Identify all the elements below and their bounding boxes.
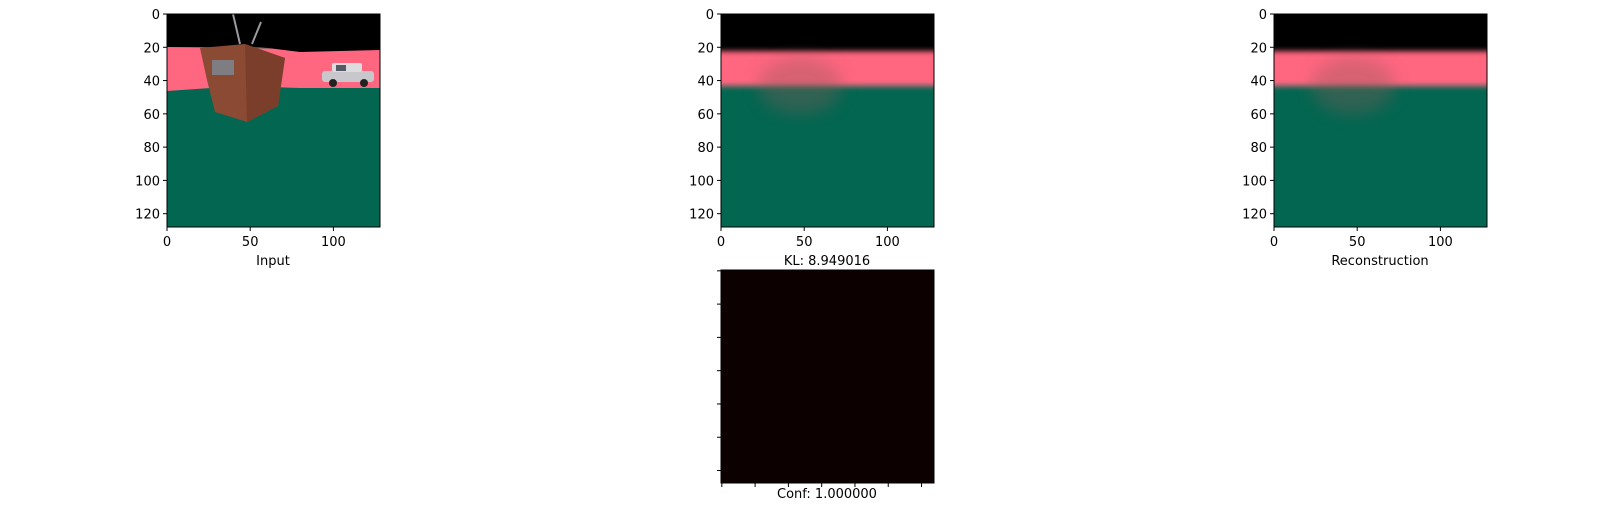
reconstruction-ytick-label: 80 [1250, 141, 1267, 156]
reconstruction-xtick-label: 100 [1428, 235, 1453, 250]
input-ticks: 0 50 100 0 20 40 60 80 100 120 [135, 8, 346, 250]
kl-xtick-label: 50 [796, 235, 813, 250]
kl-ytick-label: 120 [689, 208, 714, 223]
input-image [167, 14, 380, 227]
kl-xtick-label: 0 [717, 235, 725, 250]
input-ytick-label: 80 [143, 141, 160, 156]
kl-ytick-label: 80 [697, 141, 714, 156]
kl-ytick-label: 40 [697, 75, 714, 90]
confidence-caption: Conf: 1.000000 [777, 487, 877, 502]
confidence-axes-frame [720, 269, 935, 484]
input-sky [167, 14, 380, 52]
kl-blur-blob [758, 58, 842, 114]
reconstruction-xtick-label: 50 [1349, 235, 1366, 250]
panel-confidence: Conf: 1.000000 [717, 269, 935, 502]
reconstruction-axes-frame [1273, 13, 1488, 228]
reconstruction-ytick-label: 60 [1250, 108, 1267, 123]
kl-sky [721, 14, 934, 51]
reconstruction-blur-blob [1311, 58, 1395, 114]
kl-ytick-label: 60 [697, 108, 714, 123]
input-ytick-label: 0 [152, 8, 160, 23]
reconstruction-ytick-label: 40 [1250, 75, 1267, 90]
input-car-object [322, 63, 374, 87]
reconstruction-image [1274, 14, 1487, 227]
input-caption: Input [256, 254, 290, 269]
reconstruction-sky [1274, 14, 1487, 51]
kl-ticks: 0 50 100 0 20 40 60 80 100 120 [689, 8, 900, 250]
kl-ytick-label: 20 [697, 41, 714, 56]
reconstruction-xtick-label: 0 [1270, 235, 1278, 250]
reconstruction-ytick-label: 0 [1259, 8, 1267, 23]
input-tv-object [200, 14, 285, 122]
panel-kl: 0 50 100 0 20 40 60 80 100 120 KL: 8.949016 [689, 8, 935, 269]
reconstruction-ytick-label: 120 [1242, 208, 1267, 223]
input-ytick-label: 100 [135, 174, 160, 189]
reconstruction-ytick-label: 20 [1250, 41, 1267, 56]
input-xtick-label: 50 [242, 235, 259, 250]
confidence-ticks [717, 270, 923, 487]
panel-input: 0 50 100 0 20 40 60 80 100 120 Input [135, 8, 381, 269]
reconstruction-ticks: 0 50 100 0 20 40 60 80 100 120 [1242, 8, 1453, 250]
input-ytick-label: 60 [143, 108, 160, 123]
confidence-heatmap [721, 270, 934, 483]
reconstruction-caption: Reconstruction [1331, 254, 1428, 269]
kl-ytick-label: 0 [706, 8, 714, 23]
kl-image [721, 14, 934, 227]
kl-xtick-label: 100 [875, 235, 900, 250]
kl-caption: KL: 8.949016 [784, 254, 870, 269]
kl-ytick-label: 100 [689, 174, 714, 189]
input-ytick-label: 120 [135, 208, 160, 223]
input-xtick-label: 0 [163, 235, 171, 250]
reconstruction-ytick-label: 100 [1242, 174, 1267, 189]
panel-reconstruction: 0 50 100 0 20 40 60 80 100 120 Reconstruction [1242, 8, 1488, 269]
input-axes-frame [166, 13, 381, 228]
input-ytick-label: 40 [143, 75, 160, 90]
input-ytick-label: 20 [143, 41, 160, 56]
kl-axes-frame [720, 13, 935, 228]
input-xtick-label: 100 [321, 235, 346, 250]
